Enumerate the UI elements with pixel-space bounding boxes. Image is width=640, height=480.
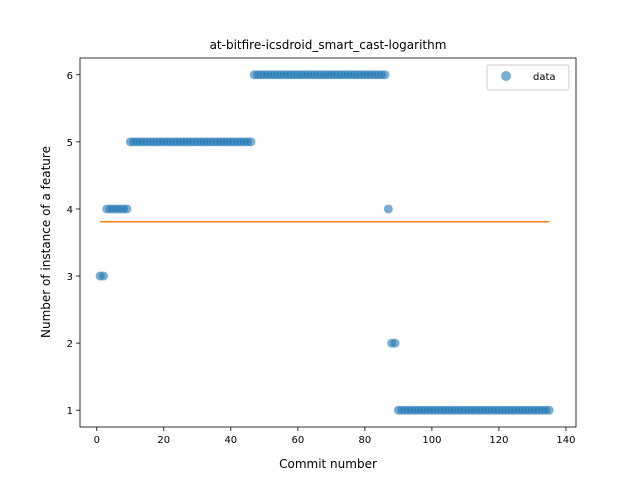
y-tick-label: 6 [67, 71, 73, 82]
y-tick-label: 5 [67, 138, 73, 149]
legend-marker [501, 71, 511, 81]
data-point [390, 338, 400, 348]
y-tick-label: 3 [67, 272, 73, 283]
axis-ticks: 0 20 40 60 80 100 120 140 1 2 3 4 5 6 [67, 71, 576, 446]
legend-box [486, 64, 570, 91]
data-point [98, 271, 108, 281]
x-tick-label: 140 [556, 435, 575, 446]
data-point [380, 70, 390, 80]
data-point [122, 204, 132, 214]
y-tick-label: 2 [67, 339, 73, 350]
data-point [246, 137, 256, 147]
legend-label-data: data [533, 72, 556, 83]
data-point [383, 204, 393, 214]
plot-frame [79, 57, 577, 428]
x-tick-label: 0 [94, 435, 100, 446]
data-point [544, 405, 554, 415]
x-tick-label: 20 [157, 435, 170, 446]
y-axis-label: Number of instance of a feature [39, 146, 53, 338]
legend: data [486, 64, 570, 91]
x-tick-label: 120 [489, 435, 508, 446]
y-tick-label: 1 [67, 406, 73, 417]
x-tick-label: 60 [291, 435, 304, 446]
x-tick-label: 40 [224, 435, 237, 446]
y-tick-label: 4 [67, 205, 73, 216]
plot-area [95, 70, 554, 415]
x-axis-label: Commit number [279, 457, 377, 471]
x-tick-label: 80 [358, 435, 371, 446]
x-tick-label: 100 [422, 435, 441, 446]
chart-title: at-bitfire-icsdroid_smart_cast-logarithm [210, 38, 447, 52]
